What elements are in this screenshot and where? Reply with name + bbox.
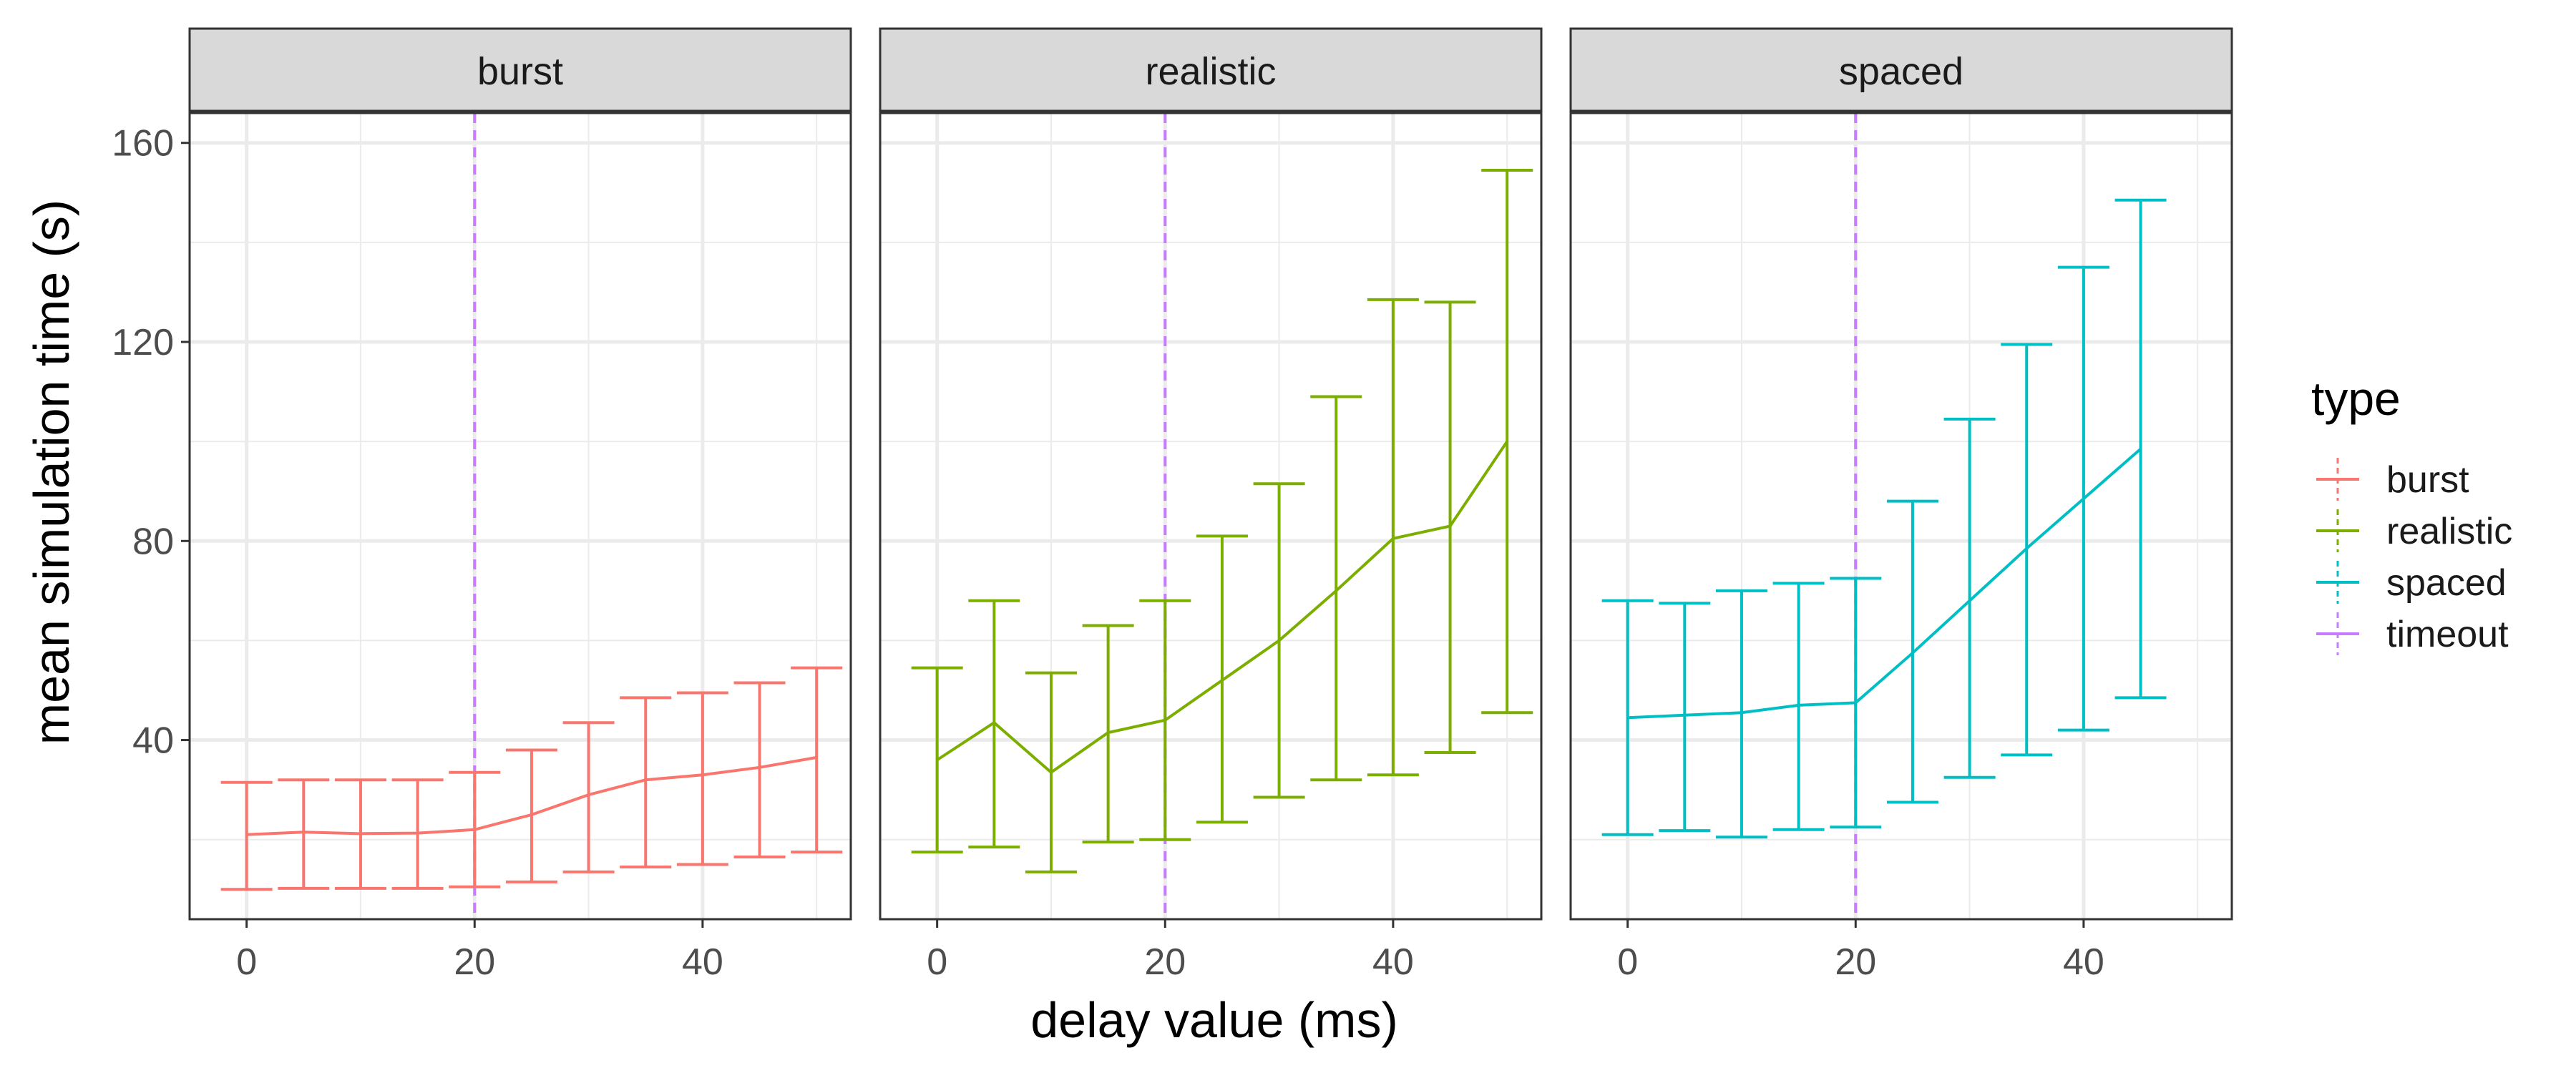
x-tick-label: 40 bbox=[682, 941, 723, 983]
plot-background bbox=[190, 113, 851, 919]
x-tick-label: 0 bbox=[1617, 941, 1638, 983]
legend-label: realistic bbox=[2386, 511, 2512, 552]
strip-label: burst bbox=[477, 50, 563, 93]
y-tick-label: 120 bbox=[112, 322, 174, 363]
legend-item-realistic: realistic bbox=[2316, 509, 2512, 552]
y-tick-label: 40 bbox=[132, 720, 174, 762]
x-tick-label: 40 bbox=[2063, 941, 2104, 983]
panel-realistic: realistic 0 20 40 bbox=[879, 27, 1543, 983]
legend-item-timeout: timeout bbox=[2316, 612, 2509, 655]
x-axis-title: delay value (ms) bbox=[1030, 992, 1398, 1048]
mean-line-spaced bbox=[1627, 448, 2142, 720]
strip-spaced bbox=[1569, 27, 2233, 112]
strip-label: spaced bbox=[1839, 50, 1963, 93]
legend-label: spaced bbox=[2386, 562, 2507, 604]
x-tick-label: 20 bbox=[1144, 941, 1186, 983]
x-tick-label: 0 bbox=[927, 941, 947, 983]
panel-border bbox=[879, 112, 1543, 921]
legend-label: burst bbox=[2386, 459, 2469, 501]
strip-burst bbox=[188, 27, 852, 112]
x-tick-label: 40 bbox=[1372, 941, 1414, 983]
plot-background bbox=[1571, 113, 2232, 919]
x-tick-label: 0 bbox=[236, 941, 257, 983]
strip-label: realistic bbox=[1145, 50, 1276, 93]
mean-line-burst bbox=[246, 755, 817, 836]
legend: type burst realistic spaced timeout bbox=[2311, 372, 2512, 655]
strip-realistic bbox=[879, 27, 1543, 112]
legend-title: type bbox=[2311, 372, 2401, 425]
y-tick-label: 160 bbox=[112, 123, 174, 165]
plot-background bbox=[880, 113, 1541, 919]
legend-item-burst: burst bbox=[2316, 458, 2469, 501]
x-tick-label: 20 bbox=[454, 941, 495, 983]
panel-spaced: spaced 0 20 40 bbox=[1569, 27, 2233, 983]
y-tick-label: 80 bbox=[132, 521, 174, 562]
y-axis-title: mean simulation time (s) bbox=[24, 200, 79, 745]
legend-items: burst realistic spaced timeout bbox=[2316, 458, 2512, 655]
legend-label: timeout bbox=[2386, 614, 2509, 655]
panel-border bbox=[188, 112, 852, 921]
x-tick-label: 20 bbox=[1835, 941, 1876, 983]
panel-border bbox=[1569, 112, 2233, 921]
panel-burst: burst 0 20 40 40 80 120 160 bbox=[112, 27, 852, 983]
mean-line-realistic bbox=[936, 441, 1508, 775]
legend-item-spaced: spaced bbox=[2316, 561, 2507, 604]
